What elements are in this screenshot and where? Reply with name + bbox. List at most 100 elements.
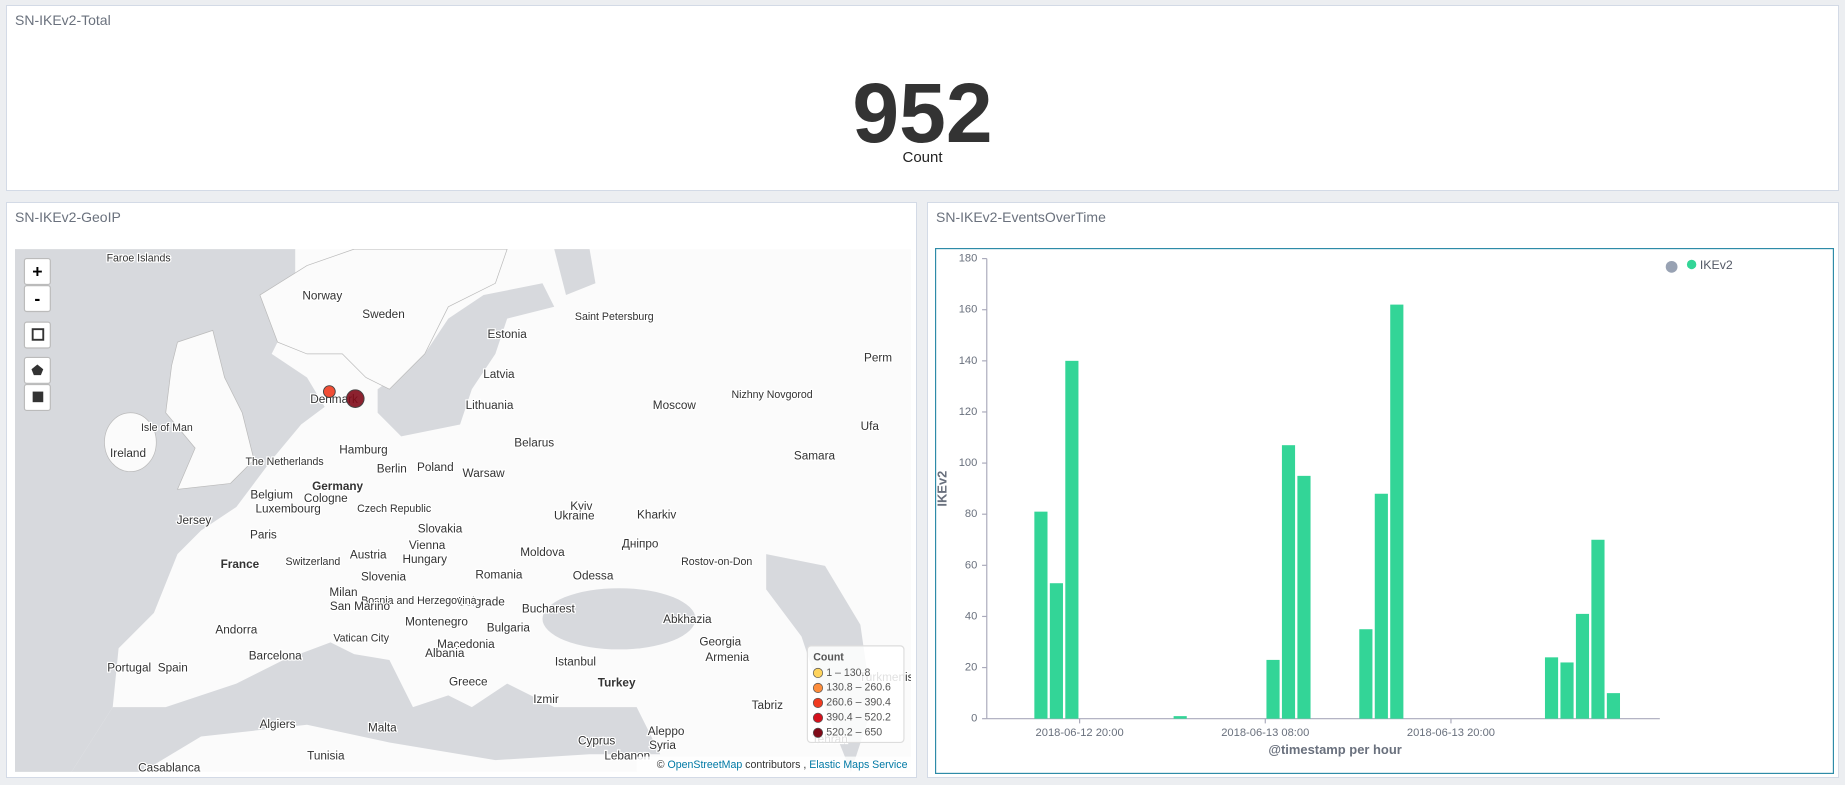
bar[interactable] xyxy=(1606,693,1621,719)
map-label: Ukraine xyxy=(554,509,595,522)
map-label: Belgium xyxy=(250,488,293,501)
x-tick-label: 2018-06-13 20:00 xyxy=(1407,727,1495,739)
attribution-bg xyxy=(636,756,911,772)
y-tick-label: 100 xyxy=(959,457,978,469)
y-tick-label: 60 xyxy=(965,559,977,571)
map-label: Kyiv xyxy=(570,500,592,513)
map-label: Moscow xyxy=(653,399,697,412)
map-label: Cyprus xyxy=(578,734,615,747)
y-tick-label: 0 xyxy=(971,713,977,725)
zoom-button[interactable] xyxy=(23,285,51,313)
map-legend-swatch xyxy=(812,712,824,723)
map-point[interactable] xyxy=(345,389,365,408)
map-point[interactable] xyxy=(323,385,336,398)
bar[interactable] xyxy=(1266,659,1280,719)
map-label: Malta xyxy=(368,721,397,734)
map-legend-box xyxy=(806,645,905,744)
map-label: Rostov-on-Don xyxy=(681,556,752,568)
x-tick-label: 2018-06-12 20:00 xyxy=(1036,727,1124,739)
attribution-link[interactable]: OpenStreetMap xyxy=(668,759,743,771)
bar[interactable] xyxy=(1281,445,1296,719)
map-label: Istanbul xyxy=(555,655,596,668)
map-label: San Marino xyxy=(330,600,391,613)
map-label: Turkey xyxy=(598,677,636,690)
map-label: Vatican City xyxy=(333,633,389,645)
chart: 0 20 40 60 80 100 120 140 160 180 2018-06-12 20:00… xyxy=(935,248,1834,774)
metric-panel: SN-IKEv2-Total 952 Count xyxy=(6,5,1839,191)
map-label: Ufa xyxy=(861,420,880,433)
bar[interactable] xyxy=(1374,493,1388,719)
map-legend-title: Count xyxy=(813,651,844,663)
map-label: Macedonia xyxy=(437,638,495,651)
bar[interactable] xyxy=(1034,511,1048,719)
map-label: Vienna xyxy=(409,539,446,552)
legend-label[interactable]: IKEv2 xyxy=(1700,258,1733,272)
map-panel: SN-IKEv2-GeoIP Faroe Islands Norway Sweden… xyxy=(6,202,917,778)
bar[interactable] xyxy=(1173,716,1187,719)
map-label: Дніпро xyxy=(622,538,659,551)
map-label: Saint Petersburg xyxy=(575,311,654,323)
map-label: Spain xyxy=(158,661,188,674)
map-label: Armenia xyxy=(705,651,749,664)
map-label: Estonia xyxy=(488,328,528,341)
zoom-label[interactable]: - xyxy=(34,288,40,308)
bar[interactable] xyxy=(1544,657,1559,719)
bar[interactable] xyxy=(1560,662,1574,719)
map-label: Belgrade xyxy=(458,595,506,608)
map-label: Izmir xyxy=(533,693,559,706)
tool-icon xyxy=(32,391,44,403)
zoom-label[interactable]: + xyxy=(32,261,42,281)
legend-swatch xyxy=(1686,259,1697,270)
metric-label: Count xyxy=(902,149,943,166)
y-tick-label: 120 xyxy=(959,406,978,418)
land-islands xyxy=(104,249,508,490)
map-label: Syria xyxy=(649,739,676,752)
map-label: Bucharest xyxy=(522,603,576,616)
attribution-text: © xyxy=(657,759,665,771)
bar[interactable] xyxy=(1575,613,1590,719)
x-axis-title: @timestamp per hour xyxy=(1268,742,1401,757)
map-legend-swatch xyxy=(812,682,824,693)
legend-toggle[interactable] xyxy=(1665,260,1678,273)
map-label: Moldova xyxy=(520,546,565,559)
map-label: Tunisia xyxy=(307,750,345,763)
map-label: Milan xyxy=(329,586,357,599)
zoom-button[interactable] xyxy=(23,257,51,286)
attribution-link[interactable]: Elastic Maps Service xyxy=(809,759,907,771)
map-label: Ireland xyxy=(110,447,146,460)
map-label: Andorra xyxy=(215,624,257,637)
map-label: Norway xyxy=(302,289,342,302)
map-label: Berlin xyxy=(377,462,407,475)
map[interactable]: Faroe Islands Norway Sweden Saint Petersbur… xyxy=(15,249,911,772)
bar[interactable] xyxy=(1065,360,1079,719)
map-label: Paris xyxy=(250,528,277,541)
map-legend-swatch xyxy=(812,697,824,708)
map-label: Poland xyxy=(417,461,454,474)
map-label: Algiers xyxy=(260,718,296,731)
panel-title: SN-IKEv2-EventsOverTime xyxy=(936,209,1106,225)
map-label: Odessa xyxy=(573,570,614,583)
y-tick-label: 160 xyxy=(959,304,978,316)
map-label: Hamburg xyxy=(339,444,387,457)
map-label: Kharkiv xyxy=(637,508,676,521)
bar[interactable] xyxy=(1390,304,1404,719)
bar[interactable] xyxy=(1297,475,1311,719)
map-label: Lithuania xyxy=(466,399,514,412)
map-legend-swatch xyxy=(812,727,824,738)
chart-panel: SN-IKEv2-EventsOverTime 0 20 40 60 80 100 120 1… xyxy=(927,202,1839,778)
tool-button[interactable] xyxy=(23,321,51,349)
bar[interactable] xyxy=(1359,629,1373,719)
map-label: Isle of Man xyxy=(141,422,193,434)
map-label: Austria xyxy=(350,548,387,561)
panel-title: SN-IKEv2-Total xyxy=(15,12,111,28)
y-axis-title: IKEv2 xyxy=(935,471,950,507)
map-legend-label: 1 – 130.8 xyxy=(826,667,870,679)
bar[interactable] xyxy=(1591,539,1605,719)
map-label: Slovakia xyxy=(418,522,463,535)
bar[interactable] xyxy=(1049,583,1063,719)
map-label: Faroe Islands xyxy=(107,252,171,264)
map-label: Greece xyxy=(449,676,488,689)
map-legend-label: 520.2 – 650 xyxy=(826,727,882,739)
y-tick-label: 20 xyxy=(965,662,977,674)
